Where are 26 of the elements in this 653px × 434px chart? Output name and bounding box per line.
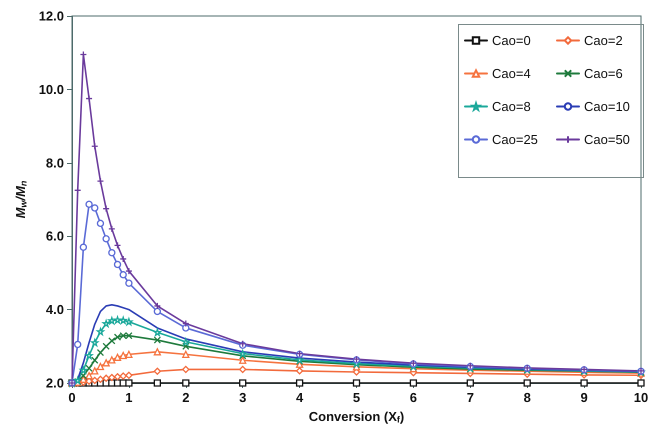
legend-label: Cao=50 [584,132,630,147]
legend-label: Cao=25 [492,132,538,147]
y-tick-label: 10.0 [38,82,64,97]
x-tick-label: 8 [524,390,531,405]
y-tick-label: 8.0 [46,155,64,170]
x-tick-label: 0 [68,390,76,405]
x-tick-label: 1 [125,390,133,405]
x-tick-label: 10 [634,390,648,405]
legend-label: Cao=10 [584,99,630,114]
y-tick-label: 2.0 [46,376,64,390]
x-tick-label: 4 [296,390,304,405]
y-tick-label: 12.0 [38,8,64,24]
y-tick-label: 4.0 [46,302,64,318]
legend-label: Cao=2 [584,33,623,48]
y-axis-title: Mw/Mn [12,180,28,218]
legend-label: Cao=4 [492,66,531,81]
x-tick-label: 6 [410,390,418,405]
x-tick-label: 7 [466,390,474,405]
legend-label: Cao=0 [492,33,531,48]
y-tick-label: 6.0 [46,228,64,244]
x-tick-label: 9 [580,390,588,405]
x-tick-label: 5 [352,390,360,405]
legend-label: Cao=8 [492,99,531,114]
legend-label: Cao=6 [584,66,623,81]
x-tick-label: 3 [239,390,246,405]
x-tick-label: 2 [182,390,190,405]
